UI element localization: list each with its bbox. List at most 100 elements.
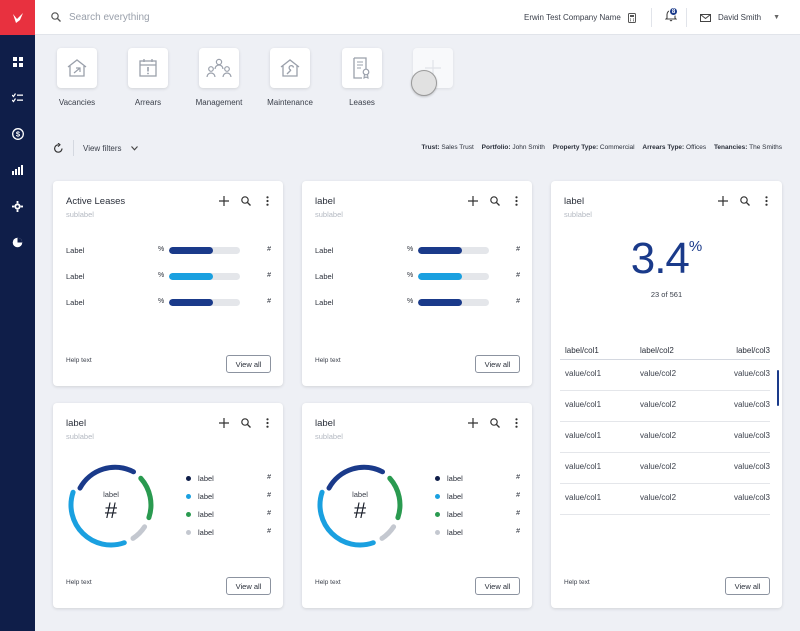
legend-item[interactable]: label #: [186, 492, 271, 502]
progress-row: Label % #: [66, 272, 271, 281]
nav-dashboard[interactable]: [0, 44, 35, 80]
nav-reports[interactable]: [0, 152, 35, 188]
notifications-button[interactable]: 8: [664, 7, 678, 27]
search-icon[interactable]: [239, 416, 252, 429]
help-text: Help text: [315, 579, 341, 586]
donut-segment-green[interactable]: [138, 475, 154, 521]
card-donut-2: label sublabel label # label # label # l…: [302, 403, 532, 608]
column-header[interactable]: label/col1: [565, 346, 599, 355]
legend-item[interactable]: label #: [186, 510, 271, 520]
more-vertical-icon[interactable]: [760, 194, 773, 207]
table-row[interactable]: value/col1 value/col2 value/col3: [560, 422, 770, 453]
search-icon[interactable]: [239, 194, 252, 207]
legend-item[interactable]: label #: [435, 474, 520, 484]
donut-segment-sky[interactable]: [317, 489, 376, 548]
donut-segment-grey[interactable]: [130, 524, 148, 541]
shortcut-label: Vacancies: [58, 98, 96, 107]
help-text: Help text: [315, 357, 341, 364]
view-all-button[interactable]: View all: [226, 355, 271, 373]
card-kpi-table: label sublabel 3.4% 23 of 561 label/col1…: [551, 181, 782, 608]
checklist-icon: [12, 93, 23, 103]
view-filters-toggle[interactable]: View filters: [73, 140, 138, 156]
add-shortcut-button[interactable]: [411, 48, 453, 96]
progress-fill: [169, 247, 214, 254]
user-menu[interactable]: David Smith ▼: [700, 0, 780, 35]
mail-icon: [700, 13, 711, 22]
search-icon[interactable]: [738, 194, 751, 207]
progress-fill: [418, 299, 463, 306]
donut-ring: [317, 464, 403, 548]
shortcut-management[interactable]: Management: [184, 48, 254, 107]
view-all-button[interactable]: View all: [226, 577, 271, 595]
brand-logo[interactable]: [0, 0, 35, 35]
donut-ring: [68, 464, 154, 548]
add-icon[interactable]: [217, 416, 230, 429]
legend-item[interactable]: label #: [435, 492, 520, 502]
grid-icon: [12, 57, 23, 67]
table-row[interactable]: value/col1 value/col2 value/col3: [560, 391, 770, 422]
legend-dot: [186, 494, 191, 499]
card-title: Active Leases: [66, 196, 126, 207]
add-icon[interactable]: [466, 416, 479, 429]
donut-center-label: label: [352, 490, 368, 499]
progress-track: [169, 299, 240, 306]
calculator-icon: [627, 12, 636, 23]
view-all-button[interactable]: View all: [475, 355, 520, 373]
legend-item[interactable]: label #: [186, 528, 271, 538]
legend-dot: [186, 512, 191, 517]
shortcut-vacancies[interactable]: Vacancies: [42, 48, 112, 107]
shortcut-arrears[interactable]: Arrears: [113, 48, 183, 107]
kpi-unit: %: [688, 238, 703, 255]
refresh-icon[interactable]: [53, 142, 64, 154]
legend-dot: [435, 530, 440, 535]
view-all-button[interactable]: View all: [725, 577, 770, 595]
shortcut-tile: [270, 48, 310, 88]
legend-item[interactable]: label #: [186, 474, 271, 484]
shortcut-maintenance[interactable]: Maintenance: [255, 48, 325, 107]
view-all-button[interactable]: View all: [475, 577, 520, 595]
donut-chart: label #: [66, 460, 156, 550]
progress-track: [418, 247, 489, 254]
search-icon[interactable]: [488, 194, 501, 207]
table-row[interactable]: value/col1 value/col2 value/col3: [560, 360, 770, 391]
filter-trust: Trust: Sales Trust: [421, 144, 474, 151]
column-header[interactable]: label/col3: [736, 346, 770, 355]
nav-finance[interactable]: $: [0, 116, 35, 152]
legend-item[interactable]: label #: [435, 510, 520, 520]
search-icon[interactable]: [488, 416, 501, 429]
table-row[interactable]: value/col1 value/col2 value/col3: [560, 453, 770, 484]
column-header[interactable]: label/col2: [640, 346, 674, 355]
nav-analytics[interactable]: [0, 224, 35, 260]
progress-row: Label % #: [66, 246, 271, 255]
card-sublabel: sublabel: [315, 210, 343, 219]
more-vertical-icon[interactable]: [261, 194, 274, 207]
filter-arrears-type: Arrears Type: Offices: [642, 144, 707, 151]
divider: [686, 8, 687, 27]
donut-segment-green[interactable]: [387, 475, 403, 521]
chevron-down-icon: [130, 145, 138, 151]
shortcut-tile: [128, 48, 168, 88]
search-input[interactable]: [69, 11, 369, 23]
global-search: [51, 11, 471, 23]
legend-item[interactable]: label #: [435, 528, 520, 538]
nav-tasks[interactable]: [0, 80, 35, 116]
table-scrollbar[interactable]: [777, 370, 779, 406]
donut-segment-sky[interactable]: [68, 489, 127, 548]
add-icon[interactable]: [466, 194, 479, 207]
calendar-alert-icon: [139, 59, 157, 77]
company-selector[interactable]: Erwin Test Company Name: [524, 0, 636, 35]
more-vertical-icon[interactable]: [510, 194, 523, 207]
search-icon: [51, 12, 61, 22]
legend-dot: [435, 494, 440, 499]
nav-settings[interactable]: [0, 188, 35, 224]
donut-segment-navy[interactable]: [77, 464, 136, 491]
more-vertical-icon[interactable]: [261, 416, 274, 429]
table-row[interactable]: value/col1 value/col2 value/col3: [560, 484, 770, 515]
donut-segment-grey[interactable]: [379, 524, 397, 541]
donut-segment-navy[interactable]: [326, 464, 385, 491]
shortcut-leases[interactable]: Leases: [327, 48, 397, 107]
add-icon[interactable]: [217, 194, 230, 207]
more-vertical-icon[interactable]: [510, 416, 523, 429]
card-sublabel: sublabel: [66, 210, 94, 219]
add-icon[interactable]: [716, 194, 729, 207]
